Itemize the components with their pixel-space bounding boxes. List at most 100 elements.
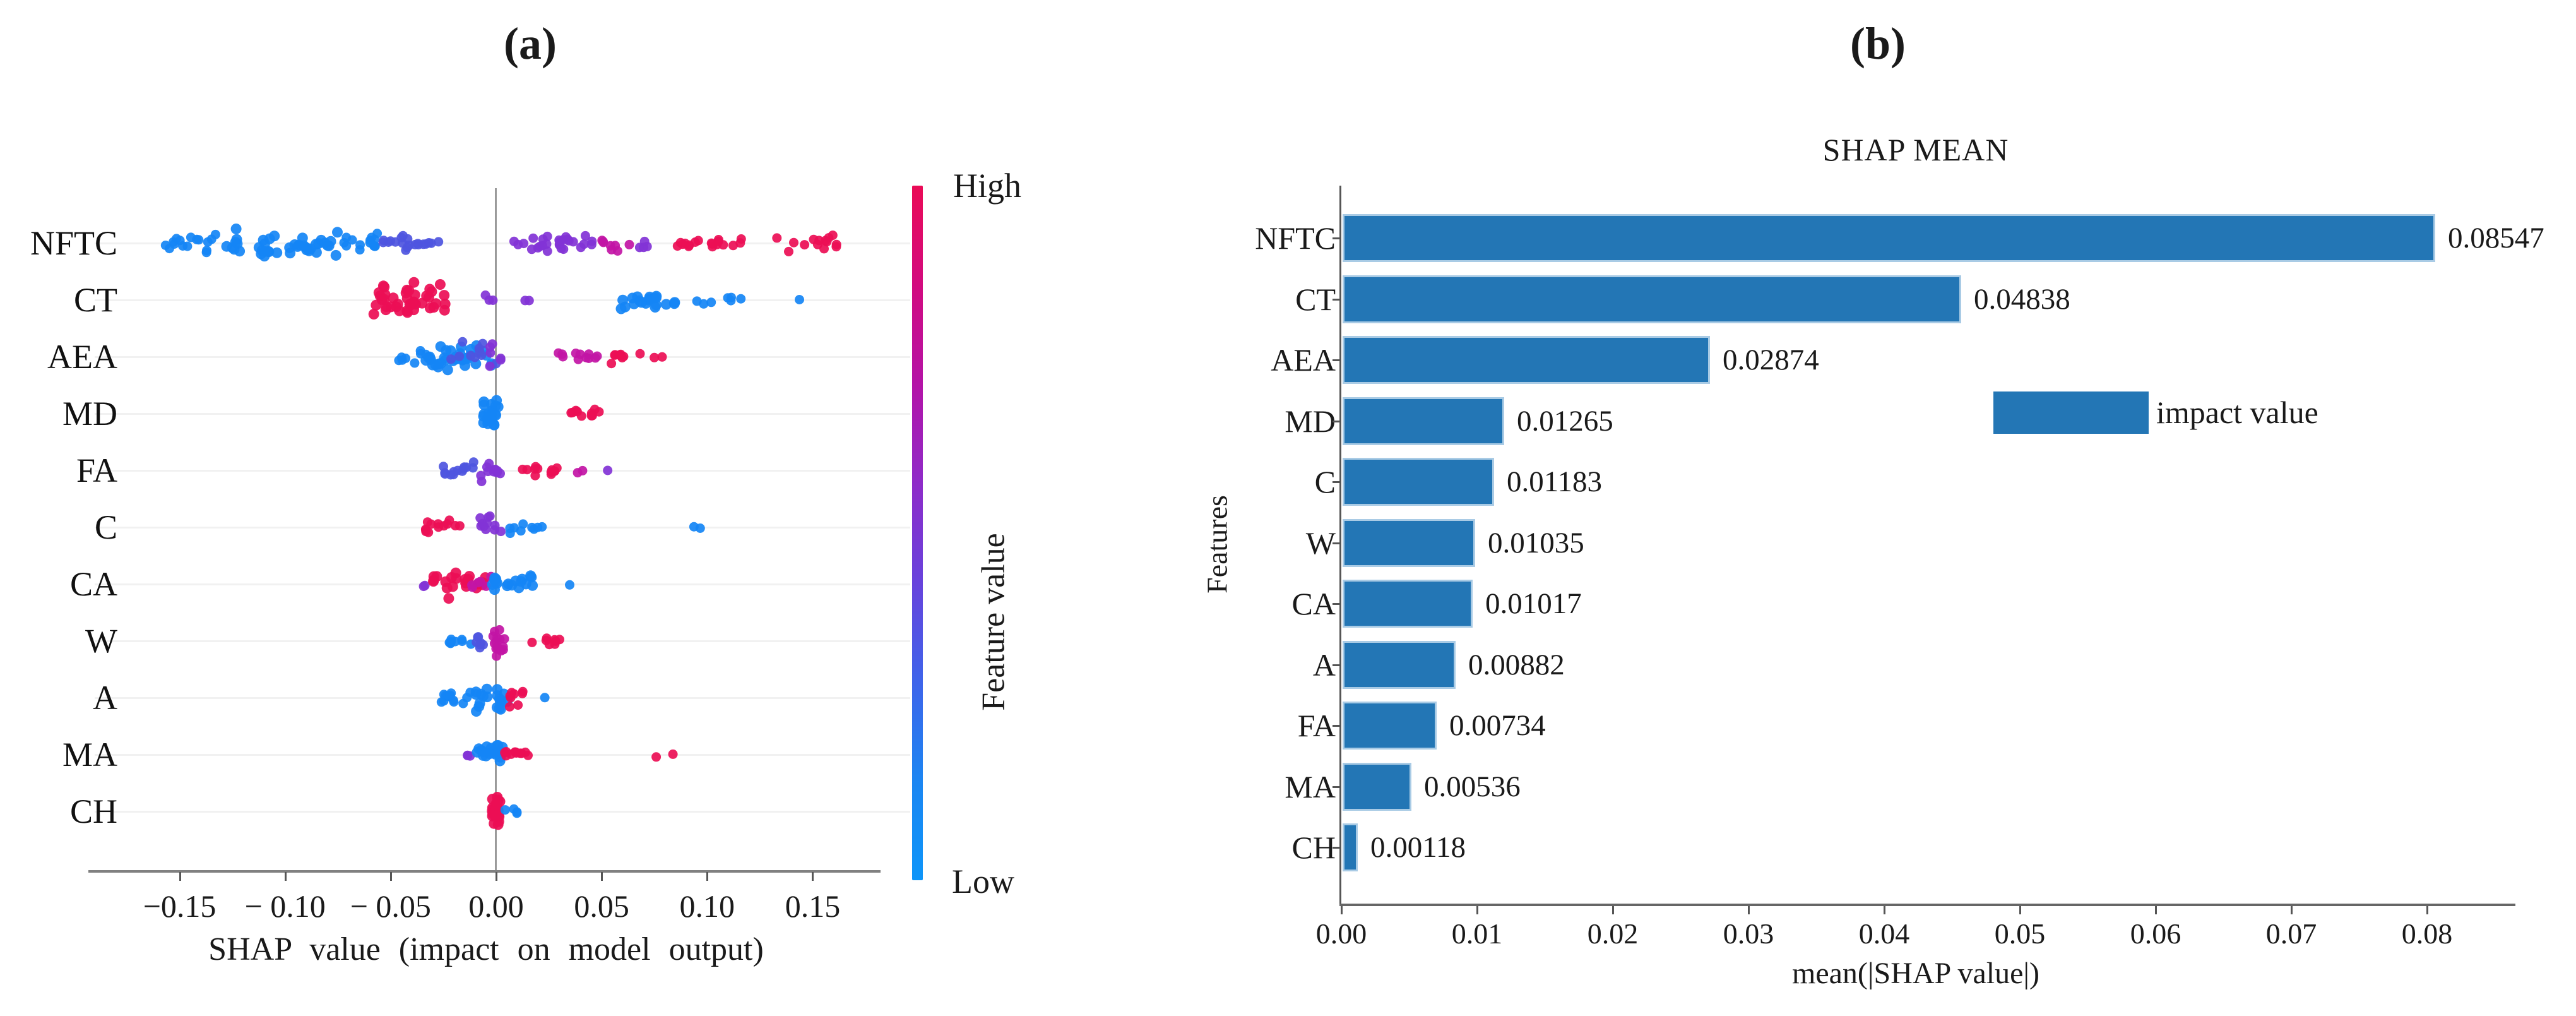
bar-value-label: 0.02874	[1723, 344, 1819, 376]
beeswarm-feature-label: MD	[62, 395, 117, 433]
bar-chart-title: SHAP MEAN	[1822, 132, 2009, 167]
beeswarm-x-tick-mark	[601, 872, 603, 881]
bar-row-label: W	[1305, 525, 1336, 561]
bar-chart-x-tick-mark	[2019, 906, 2021, 914]
bar	[1343, 640, 1456, 689]
bar-row-label: CT	[1295, 281, 1336, 317]
colorbar-title: Feature value	[975, 533, 1012, 711]
panel-a-label: (a)	[504, 18, 557, 69]
bar-chart-left-spine	[1339, 186, 1341, 905]
bar	[1343, 458, 1494, 506]
bar-chart-x-tick-mark	[2291, 906, 2293, 914]
bar-chart-x-tick-label: 0.01	[1451, 917, 1503, 950]
legend-label: impact value	[2156, 395, 2318, 430]
beeswarm-x-tick-mark	[389, 872, 392, 881]
beeswarm-feature-label: FA	[76, 451, 117, 489]
beeswarm-gridline	[95, 811, 910, 813]
bar-value-label: 0.00882	[1468, 648, 1565, 681]
beeswarm-x-axis-line	[88, 870, 881, 873]
feature-value-colorbar	[912, 186, 923, 880]
bar-value-label: 0.00118	[1370, 831, 1466, 864]
beeswarm-feature-label: A	[93, 679, 117, 717]
bar-row-tick-mark	[1333, 603, 1341, 605]
bar-value-label: 0.01183	[1507, 465, 1603, 498]
bar-row-tick-mark	[1333, 237, 1341, 239]
bar-row-tick-mark	[1333, 725, 1341, 727]
beeswarm-gridline	[95, 242, 910, 244]
beeswarm-feature-label: MA	[62, 736, 117, 774]
beeswarm-feature-label: C	[94, 508, 117, 546]
beeswarm-gridline	[95, 299, 910, 301]
bar-row-label: MA	[1285, 768, 1336, 804]
bar	[1343, 580, 1473, 628]
beeswarm-gridline	[95, 413, 910, 415]
bar-row-label: FA	[1297, 708, 1336, 743]
bar-chart-x-tick-mark	[2426, 906, 2428, 914]
beeswarm-gridline	[95, 470, 910, 472]
bar-row-label: NFTC	[1255, 220, 1336, 256]
bar-chart-x-tick-mark	[1476, 906, 1478, 914]
legend-color-swatch	[1993, 391, 2149, 434]
colorbar-high-label: High	[953, 167, 1021, 205]
bar-chart-x-tick-label: 0.05	[1994, 917, 2046, 950]
beeswarm-x-tick-label: 0.00	[468, 888, 524, 924]
beeswarm-feature-label: CH	[69, 792, 117, 830]
bar-row-tick-mark	[1333, 359, 1341, 361]
bar-value-label: 0.00536	[1424, 770, 1521, 803]
bar-chart-x-axis-title: mean(|SHAP value|)	[1791, 957, 2039, 990]
beeswarm-x-tick-label: − 0.10	[244, 888, 326, 924]
colorbar-low-label: Low	[952, 863, 1014, 900]
beeswarm-gridline	[95, 356, 910, 358]
beeswarm-x-tick-mark	[706, 872, 709, 881]
bar-value-label: 0.01017	[1485, 587, 1582, 620]
beeswarm-gridline	[95, 697, 910, 699]
bar-chart-x-tick-label: 0.04	[1858, 917, 1910, 950]
beeswarm-feature-label: W	[85, 622, 117, 660]
bar	[1343, 214, 2435, 262]
panel-b-label: (b)	[1850, 18, 1906, 69]
bar-value-label: 0.08547	[2448, 222, 2544, 254]
bar-chart-x-tick-label: 0.02	[1587, 917, 1639, 950]
bar-chart-x-tick-mark	[1341, 906, 1343, 914]
zero-reference-line	[495, 188, 497, 870]
shap-mean-bar-chart: SHAP MEAN Features NFTC CT AEA MD C W CA A FA MA C…	[1073, 0, 2576, 1016]
bar	[1343, 336, 1710, 384]
beeswarm-feature-label: AEA	[47, 338, 117, 376]
bar	[1343, 702, 1437, 750]
bar-row-tick-mark	[1333, 542, 1341, 544]
bar-chart-x-tick-mark	[1748, 906, 1750, 914]
beeswarm-feature-label: NFTC	[30, 224, 117, 262]
bar-row-label: CH	[1291, 830, 1336, 865]
beeswarm-x-tick-label: 0.05	[574, 888, 629, 924]
bar-row-tick-mark	[1333, 298, 1341, 301]
bar-chart-x-tick-label: 0.06	[2130, 917, 2181, 950]
bar-row-label: MD	[1285, 403, 1336, 439]
bar-value-label: 0.00734	[1449, 709, 1546, 742]
bar	[1343, 397, 1504, 445]
bar-chart-x-tick-label: 0.00	[1315, 917, 1367, 950]
beeswarm-x-tick-label: 0.15	[785, 888, 841, 924]
beeswarm-gridline	[95, 640, 910, 642]
bar-value-label: 0.04838	[1974, 282, 2070, 316]
bar-chart-x-tick-label: 0.03	[1723, 917, 1774, 950]
bar-row-tick-mark	[1333, 786, 1341, 788]
bar	[1343, 518, 1475, 567]
bar-row-tick-mark	[1333, 847, 1341, 849]
bar	[1343, 823, 1358, 871]
bar-row-tick-mark	[1333, 664, 1341, 666]
beeswarm-gridline	[95, 527, 910, 529]
bar-value-label: 0.01265	[1517, 404, 1613, 438]
beeswarm-x-tick-label: − 0.05	[350, 888, 431, 924]
beeswarm-x-tick-mark	[496, 872, 497, 881]
beeswarm-feature-label: CA	[69, 565, 117, 603]
beeswarm-x-axis-title: SHAP value (impact on model output)	[208, 931, 764, 967]
bar-row-tick-mark	[1333, 481, 1341, 483]
beeswarm-chart: NFTC CT AEA MD FA C CA W A MA CH −0.15 − 0.10 − 0.05…	[0, 0, 1073, 1016]
bar-chart-x-tick-label: 0.08	[2401, 917, 2453, 950]
beeswarm-feature-label: CT	[73, 281, 117, 319]
bar-value-label: 0.01035	[1488, 526, 1584, 559]
beeswarm-x-tick-label: 0.10	[679, 888, 735, 924]
bar-row-label: C	[1314, 464, 1336, 499]
beeswarm-gridline	[95, 754, 910, 756]
